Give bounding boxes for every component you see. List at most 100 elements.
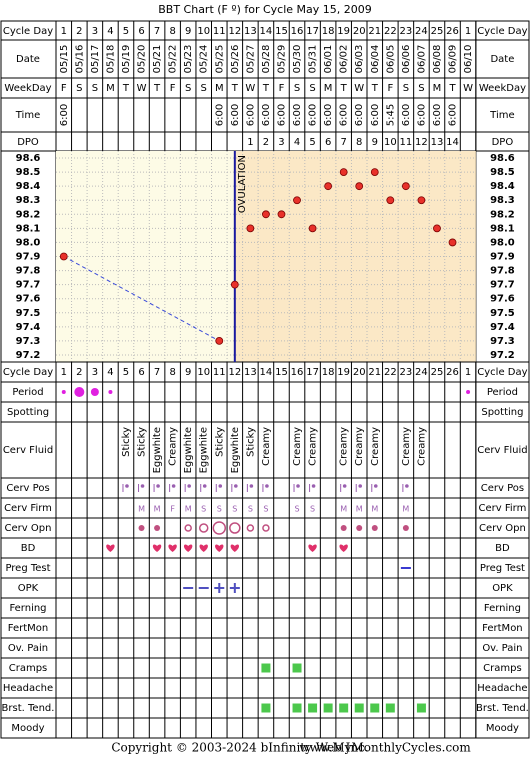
- y-tick-label: 97.3: [490, 336, 515, 347]
- cycle-day: 3: [92, 26, 98, 37]
- y-tick-label: 98.0: [490, 237, 515, 248]
- cerv-firm: S: [263, 505, 268, 514]
- cerv-pos-dot: [342, 484, 347, 488]
- bd-heart: [339, 544, 348, 552]
- cerv-fluid: Sticky: [121, 427, 132, 457]
- temperature-point: [339, 168, 348, 177]
- temperature-point: [386, 196, 395, 205]
- date: 05/28: [261, 45, 272, 74]
- cycle-day: 8: [169, 26, 175, 37]
- temperature-point: [59, 252, 68, 261]
- y-tick-label: 97.5: [16, 308, 41, 319]
- row-label: DPO: [492, 137, 514, 148]
- row-label: BD: [21, 543, 36, 554]
- time: 6:00: [401, 104, 412, 126]
- cerv-fluid: Creamy: [416, 427, 427, 466]
- date: 05/29: [276, 45, 287, 74]
- date: 05/18: [105, 45, 116, 74]
- cycle-day: 9: [185, 26, 191, 37]
- cerv-pos-dot: [265, 484, 269, 488]
- time: 5:45: [385, 104, 396, 126]
- y-tick-label: 98.1: [490, 223, 515, 234]
- post-ovulation-area: [234, 151, 476, 362]
- time: 6:00: [261, 104, 272, 126]
- cerv-fluid: Eggwhite: [230, 427, 241, 473]
- y-tick-label: 98.6: [16, 153, 41, 164]
- cerv-fluid: Creamy: [370, 427, 381, 466]
- cerv-firm: S: [294, 505, 299, 514]
- y-tick-label: 98.5: [16, 167, 41, 178]
- cerv-fluid: Eggwhite: [152, 427, 163, 473]
- cycle-day: 1: [465, 26, 471, 37]
- row-label: Brst. Tend.: [2, 703, 55, 714]
- date: 05/22: [168, 45, 179, 74]
- cycle-day: 17: [306, 367, 319, 378]
- date: 06/10: [463, 45, 474, 74]
- row-label: WeekDay: [479, 83, 526, 94]
- y-tick-label: 97.4: [490, 322, 515, 333]
- cerv-pos-dot: [187, 484, 191, 488]
- y-tick-label: 98.0: [16, 237, 41, 248]
- cerv-fluid: Sticky: [245, 427, 256, 457]
- date: 06/08: [432, 45, 443, 74]
- cerv-pos-dot: [296, 484, 300, 488]
- date: 05/16: [74, 45, 85, 74]
- y-tick-label: 97.2: [490, 350, 515, 361]
- y-tick-label: 98.6: [490, 153, 515, 164]
- time: 6:00: [59, 104, 70, 126]
- y-tick-label: 97.4: [16, 322, 41, 333]
- brst-tend: [292, 703, 302, 713]
- ovulation-label: OVULATION: [237, 155, 248, 213]
- y-tick-label: 98.2: [16, 209, 41, 220]
- cerv-pos-dot: [405, 484, 409, 488]
- time: 6:00: [370, 104, 381, 126]
- cerv-fluid: Creamy: [261, 427, 272, 466]
- cycle-day: 5: [123, 26, 129, 37]
- cerv-firm: M: [402, 505, 409, 514]
- y-tick-label: 98.4: [490, 181, 515, 192]
- brst-tend: [308, 703, 318, 713]
- cycle-day: 16: [291, 26, 304, 37]
- cerv-pos-dot: [311, 484, 316, 488]
- row-label: Period: [12, 387, 43, 398]
- cycle-day: 14: [260, 367, 273, 378]
- date: 06/09: [448, 45, 459, 74]
- time: 6:00: [230, 104, 241, 126]
- dpo: 10: [384, 137, 397, 148]
- row-label: WeekDay: [4, 83, 51, 94]
- cerv-firm: S: [232, 505, 237, 514]
- cerv-pos-dot: [125, 484, 129, 488]
- row-label: Ferning: [484, 603, 521, 614]
- cerv-opn: [184, 524, 192, 532]
- cramps: [261, 663, 271, 673]
- row-label: Cerv Firm: [4, 503, 52, 514]
- cycle-day: 12: [228, 26, 241, 37]
- y-tick-label: 97.8: [16, 266, 41, 277]
- cycle-day: 26: [446, 367, 459, 378]
- row-label: Preg Test: [5, 563, 50, 574]
- dpo: 3: [278, 137, 284, 148]
- weekday: T: [153, 83, 161, 94]
- cycle-day: 13: [244, 26, 257, 37]
- row-label: Ov. Pain: [8, 643, 48, 654]
- dpo: 14: [446, 137, 459, 148]
- row-label: Cycle Day: [3, 26, 53, 37]
- cerv-fluid: Eggwhite: [199, 427, 210, 473]
- temperature-point: [277, 210, 286, 219]
- weekday: F: [279, 83, 285, 94]
- cycle-day: 14: [260, 26, 273, 37]
- bd-heart: [183, 544, 193, 552]
- temperature-point: [324, 182, 333, 191]
- date: 05/24: [199, 45, 210, 74]
- time: 6:00: [292, 104, 303, 126]
- dpo: 4: [294, 137, 300, 148]
- row-label: Time: [489, 110, 514, 121]
- cycle-day: 26: [446, 26, 459, 37]
- row-label: Spotting: [7, 407, 49, 418]
- date: 05/23: [183, 45, 194, 74]
- date: 06/03: [354, 45, 365, 74]
- cycle-day: 16: [291, 367, 304, 378]
- row-label: Cerv Fluid: [477, 445, 527, 456]
- time: 6:00: [245, 104, 256, 126]
- date: 06/01: [323, 45, 334, 74]
